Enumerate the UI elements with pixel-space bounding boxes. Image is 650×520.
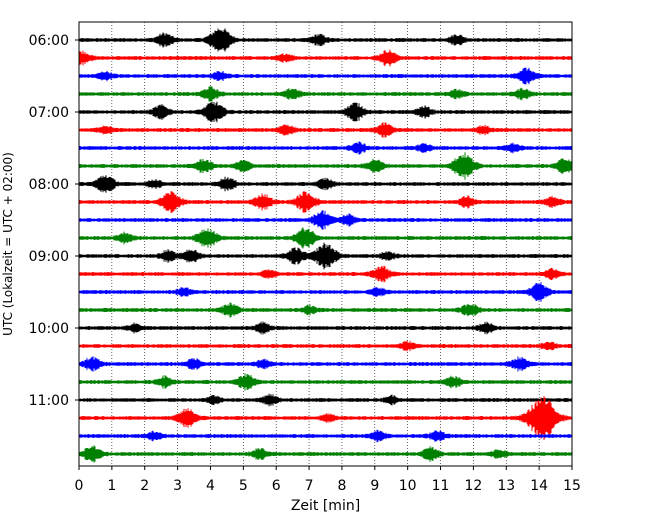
x-tick-label: 3	[173, 478, 182, 494]
trace-1030	[78, 356, 573, 372]
y-axis-ticks: 06:00 07:00 08:00 09:00 10:00 11:00	[29, 33, 79, 409]
y-tick-label: 08:00	[29, 177, 69, 193]
trace-0700	[78, 101, 573, 123]
x-tick-label: 4	[206, 478, 215, 494]
x-tick-label: 8	[337, 478, 346, 494]
x-tick-label: 1	[107, 478, 116, 494]
y-tick-label: 06:00	[29, 33, 69, 49]
trace-1100	[78, 393, 573, 407]
trace-0930	[78, 282, 573, 302]
trace-0600	[78, 28, 573, 52]
trace-0615	[78, 49, 573, 67]
trace-0900	[78, 242, 573, 270]
x-tick-label: 15	[563, 478, 581, 494]
trace-1130	[78, 429, 573, 443]
trace-0715	[78, 122, 573, 138]
trace-1015	[78, 340, 573, 352]
x-tick-label: 10	[399, 478, 417, 494]
x-tick-label: 13	[497, 478, 515, 494]
x-tick-label: 2	[140, 478, 149, 494]
trace-1145	[78, 445, 573, 463]
x-tick-label: 11	[432, 478, 450, 494]
trace-1045	[78, 373, 573, 391]
x-tick-label: 6	[272, 478, 281, 494]
x-tick-label: 12	[464, 478, 482, 494]
trace-0915	[78, 265, 573, 283]
trace-0815	[78, 191, 573, 213]
trace-0830	[78, 210, 573, 230]
trace-0945	[78, 302, 573, 318]
trace-1000	[78, 321, 573, 335]
x-axis-title: Zeit [min]	[291, 498, 360, 514]
trace-0645	[78, 86, 573, 102]
y-tick-label: 10:00	[29, 321, 69, 337]
y-axis-title: UTC (Lokalzeit = UTC + 02:00)	[1, 152, 15, 336]
trace-0630	[78, 67, 573, 85]
x-tick-label: 7	[305, 478, 314, 494]
x-tick-label: 14	[530, 478, 548, 494]
plot-frame	[78, 21, 573, 467]
trace-0800	[78, 175, 573, 193]
x-tick-label: 9	[370, 478, 379, 494]
seismogram-traces	[78, 28, 573, 463]
trace-0745	[78, 152, 573, 180]
y-tick-label: 11:00	[29, 393, 69, 409]
x-tick-label: 5	[239, 478, 248, 494]
y-tick-label: 09:00	[29, 249, 69, 265]
x-axis-ticks: 0 1 2 3 4 5 6 7 8 9 10 11 12 13 14 15	[75, 466, 581, 494]
trace-0730	[78, 141, 573, 155]
x-tick-label: 0	[75, 478, 84, 494]
y-tick-label: 07:00	[29, 105, 69, 121]
